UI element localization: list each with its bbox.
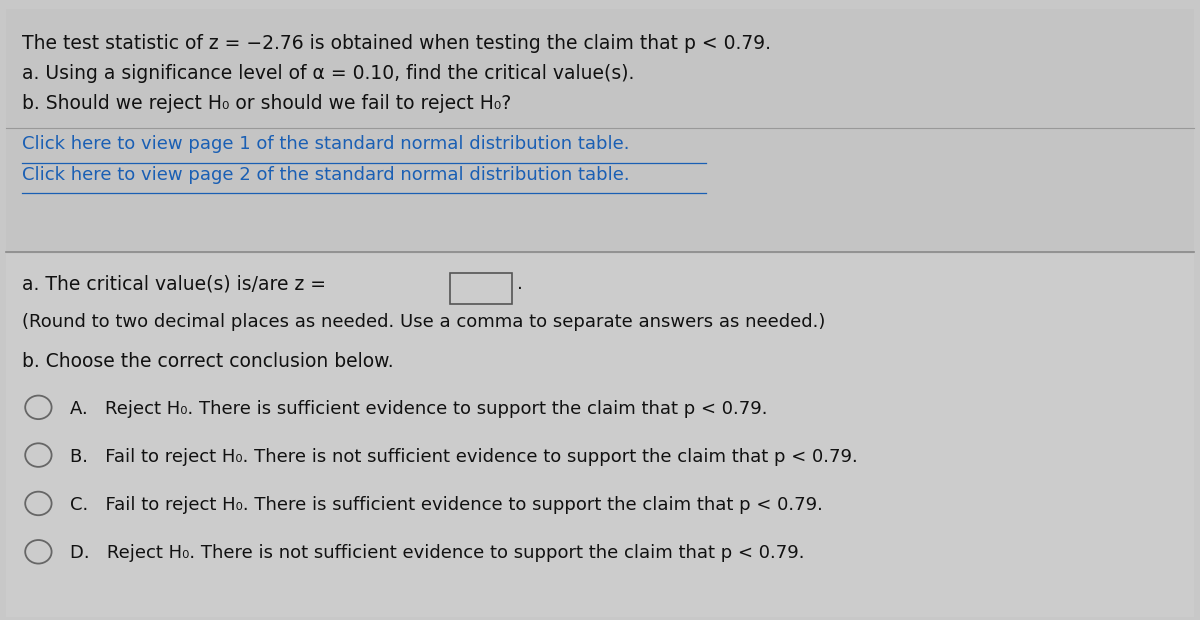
Text: B.   Fail to reject H₀. There is not sufficient evidence to support the claim th: B. Fail to reject H₀. There is not suffi… xyxy=(70,448,857,466)
FancyBboxPatch shape xyxy=(6,254,1194,617)
Text: Click here to view page 1 of the standard normal distribution table.: Click here to view page 1 of the standar… xyxy=(22,135,629,153)
Text: a. The critical value(s) is/are z =: a. The critical value(s) is/are z = xyxy=(22,274,325,293)
FancyBboxPatch shape xyxy=(450,273,512,304)
Text: a. Using a significance level of α = 0.10, find the critical value(s).: a. Using a significance level of α = 0.1… xyxy=(22,64,634,83)
Text: .: . xyxy=(517,274,523,293)
Text: (Round to two decimal places as needed. Use a comma to separate answers as neede: (Round to two decimal places as needed. … xyxy=(22,313,824,331)
FancyBboxPatch shape xyxy=(6,9,1194,251)
Text: b. Should we reject H₀ or should we fail to reject H₀?: b. Should we reject H₀ or should we fail… xyxy=(22,94,511,113)
Text: D.   Reject H₀. There is not sufficient evidence to support the claim that p < 0: D. Reject H₀. There is not sufficient ev… xyxy=(70,544,804,562)
Text: C.   Fail to reject H₀. There is sufficient evidence to support the claim that p: C. Fail to reject H₀. There is sufficien… xyxy=(70,496,822,514)
Text: b. Choose the correct conclusion below.: b. Choose the correct conclusion below. xyxy=(22,352,394,371)
Text: A.   Reject H₀. There is sufficient evidence to support the claim that p < 0.79.: A. Reject H₀. There is sufficient eviden… xyxy=(70,400,767,418)
Text: Click here to view page 2 of the standard normal distribution table.: Click here to view page 2 of the standar… xyxy=(22,166,629,184)
Text: The test statistic of z = −2.76 is obtained when testing the claim that p < 0.79: The test statistic of z = −2.76 is obtai… xyxy=(22,34,770,53)
